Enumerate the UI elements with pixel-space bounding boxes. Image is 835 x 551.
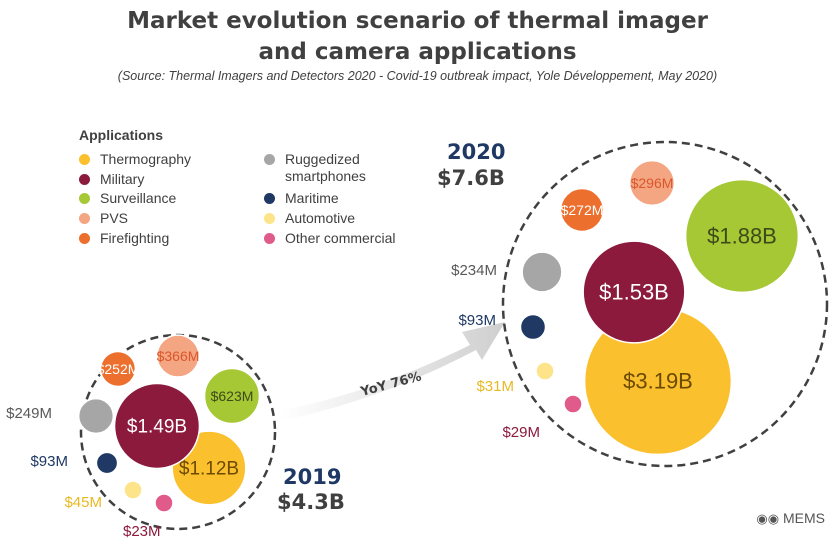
bubble-label-2019-military: $1.49B bbox=[127, 417, 187, 438]
bubble-label-2019-ruggedized-smartphones: $249M bbox=[6, 405, 52, 422]
bubble-2020-firefighting bbox=[559, 187, 605, 233]
legend-swatch-maritime bbox=[264, 193, 275, 204]
bubble-2019-firefighting bbox=[99, 350, 137, 388]
title-line-1: Market evolution scenario of thermal ima… bbox=[127, 8, 708, 34]
legend-title: Applications bbox=[79, 127, 164, 143]
bubble-2020-military bbox=[582, 240, 686, 344]
source-note: (Source: Thermal Imagers and Detectors 2… bbox=[117, 69, 718, 83]
bubble-label-2019-pvs: $366M bbox=[157, 348, 200, 364]
bubble-2019-automotive bbox=[123, 480, 143, 500]
year-label-2020: 2020 bbox=[447, 140, 506, 164]
bubble-2019-military bbox=[113, 382, 201, 470]
bubble-2019-ruggedized-smartphones bbox=[77, 397, 115, 435]
bubble-label-2019-firefighting: $252M bbox=[97, 361, 140, 377]
bubble-label-2019-other-commercial: $23M bbox=[123, 523, 161, 540]
boundary-2020 bbox=[501, 140, 829, 468]
total-label-2019: $4.3B bbox=[277, 490, 345, 514]
legend-swatch-other-commercial bbox=[264, 233, 275, 244]
legend-swatch-firefighting bbox=[79, 233, 90, 244]
growth-arrow bbox=[280, 322, 505, 420]
bubble-2020-surveillance bbox=[684, 178, 800, 294]
bubble-label-2020-surveillance: $1.88B bbox=[707, 224, 777, 249]
bubble-2019-pvs bbox=[156, 334, 200, 378]
bubble-2020-ruggedized-smartphones bbox=[521, 251, 563, 293]
bubble-label-2020-thermography: $3.19B bbox=[623, 369, 693, 394]
bubble-label-2020-firefighting: $272M bbox=[561, 202, 604, 218]
bubble-label-2019-thermography: $1.12B bbox=[179, 459, 239, 480]
bubble-label-2019-maritime: $93M bbox=[30, 453, 68, 470]
bubble-label-2019-surveillance: $623M bbox=[211, 388, 254, 404]
bubble-2020-maritime bbox=[519, 313, 547, 341]
bubble-label-2020-maritime: $93M bbox=[458, 312, 496, 329]
bubble-label-2020-pvs: $296M bbox=[631, 175, 674, 191]
bubble-label-2020-automotive: $31M bbox=[476, 378, 514, 395]
legend-swatch-military bbox=[79, 174, 90, 185]
legend-swatch-pvs bbox=[79, 213, 90, 224]
legend-swatch-ruggedized-smartphones bbox=[264, 154, 275, 165]
legend-swatch-automotive bbox=[264, 213, 275, 224]
total-label-2020: $7.6B bbox=[437, 166, 505, 190]
bubble-2019-surveillance bbox=[203, 367, 261, 425]
bubble-2020-automotive bbox=[535, 361, 555, 381]
bubble-label-2020-ruggedized-smartphones: $234M bbox=[451, 262, 497, 279]
watermark: ◉◉ MEMS bbox=[756, 510, 825, 527]
bubble-label-2020-military: $1.53B bbox=[599, 280, 669, 305]
legend-swatch-thermography bbox=[79, 154, 90, 165]
watermark-text: MEMS bbox=[783, 510, 825, 526]
growth-label: YoY 76% bbox=[358, 369, 423, 400]
bubble-2020-pvs bbox=[628, 159, 676, 207]
chart-title: Market evolution scenario of thermal ima… bbox=[0, 6, 835, 68]
bubble-2019-maritime bbox=[95, 451, 119, 475]
bubble-label-2019-automotive: $45M bbox=[64, 494, 102, 511]
legend-swatch-surveillance bbox=[79, 193, 90, 204]
bubble-label-2020-other-commercial: $29M bbox=[502, 424, 540, 441]
year-label-2019: 2019 bbox=[283, 465, 342, 489]
bubble-2019-other-commercial bbox=[154, 493, 174, 513]
wechat-icon: ◉◉ bbox=[756, 511, 780, 526]
title-line-2: and camera applications bbox=[258, 39, 577, 65]
bubble-2020-other-commercial bbox=[563, 394, 583, 414]
